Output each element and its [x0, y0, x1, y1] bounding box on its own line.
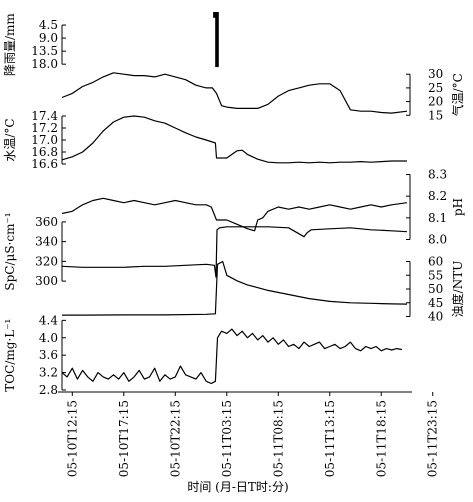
airtemp-axis-title: 气温/°C	[450, 73, 465, 116]
ntu-series-line	[62, 260, 408, 316]
ntu-tick-label: 55	[428, 268, 443, 282]
airtemp-tick-label: 25	[428, 81, 443, 95]
ntu-axis-title: 浊度/NTU	[450, 261, 465, 318]
airtemp-tick-label: 20	[428, 95, 443, 109]
airtemp-tick-label: 30	[428, 67, 443, 81]
x-tick-label: 05-11T13:15	[323, 400, 337, 477]
toc-tick-label: 3.2	[39, 366, 58, 380]
toc-tick-label: 3.6	[39, 348, 58, 362]
rain-bar	[213, 12, 217, 18]
rain-bar	[215, 12, 219, 68]
x-tick-label: 05-10T22:15	[168, 400, 182, 477]
x-tick-label: 05-11T23:15	[426, 400, 440, 477]
ntu-tick-label: 60	[428, 255, 443, 269]
ph-axis-title: pH	[451, 198, 465, 216]
ntu-tick-label: 45	[428, 296, 443, 310]
spc-tick-label: 300	[35, 274, 58, 288]
panel-rain: 4.59.013.518.0 降雨量/mm	[3, 12, 219, 76]
panel-watertemp: 16.616.817.017.217.4 水温/°C	[3, 109, 407, 171]
watertemp-tick-label: 16.6	[31, 157, 58, 171]
airtemp-series-line	[61, 72, 408, 114]
panel-ph: 8.0 8.1 8.2 8.3 pH	[61, 168, 465, 247]
rain-tick-label: 13.5	[31, 44, 58, 58]
toc-tick-label: 2.8	[39, 383, 58, 397]
ph-tick-label: 8.2	[428, 189, 447, 203]
ntu-tick-label: 50	[428, 282, 443, 296]
spc-series-line	[61, 226, 408, 278]
x-tick-label: 05-11T03:15	[220, 400, 234, 477]
watertemp-tick-label: 17.4	[31, 109, 58, 123]
rain-tick-label: 4.5	[39, 18, 58, 32]
x-axis: 时间 (月-日T时:分) 05-10T12:15 05-10T17:15 05-10…	[58, 391, 440, 494]
ph-tick-label: 8.3	[428, 168, 447, 182]
watertemp-axis-title: 水温/°C	[3, 118, 17, 161]
x-tick-label: 05-11T08:15	[271, 400, 285, 477]
spc-tick-label: 340	[35, 235, 58, 249]
rain-axis-title: 降雨量/mm	[3, 13, 17, 76]
airtemp-tick-label: 15	[428, 108, 443, 122]
watertemp-tick-label: 17.2	[31, 121, 58, 135]
spc-axis-title: SpC/μS·cm⁻¹	[3, 212, 17, 290]
ph-tick-label: 8.0	[428, 233, 447, 247]
x-tick-label: 05-10T12:15	[65, 400, 79, 477]
rain-tick-label: 9.0	[39, 31, 58, 45]
spc-tick-label: 360	[35, 215, 58, 229]
toc-axis-title: TOC/mg·L⁻¹	[3, 319, 17, 392]
watertemp-series-line	[61, 115, 407, 164]
watertemp-tick-label: 17.0	[31, 133, 58, 147]
toc-tick-label: 4.4	[39, 313, 58, 327]
panel-spc: 300 320 340 360 SpC/μS·cm⁻¹	[3, 212, 408, 291]
ph-tick-label: 8.1	[428, 211, 447, 225]
toc-tick-label: 4.0	[39, 331, 58, 345]
x-tick-label: 05-11T18:15	[374, 400, 388, 477]
toc-series-line	[61, 328, 403, 385]
rain-tick-label: 18.0	[31, 57, 58, 71]
x-tick-label: 05-10T17:15	[117, 400, 131, 477]
panel-toc: 2.8 3.2 3.6 4.0 4.4 TOC/mg·L⁻¹	[3, 313, 403, 397]
watertemp-tick-label: 16.8	[31, 145, 58, 159]
spc-tick-label: 320	[35, 254, 58, 268]
ntu-tick-label: 40	[428, 310, 443, 324]
x-axis-label: 时间 (月-日T时:分)	[187, 480, 288, 494]
ph-series-line	[61, 197, 408, 232]
